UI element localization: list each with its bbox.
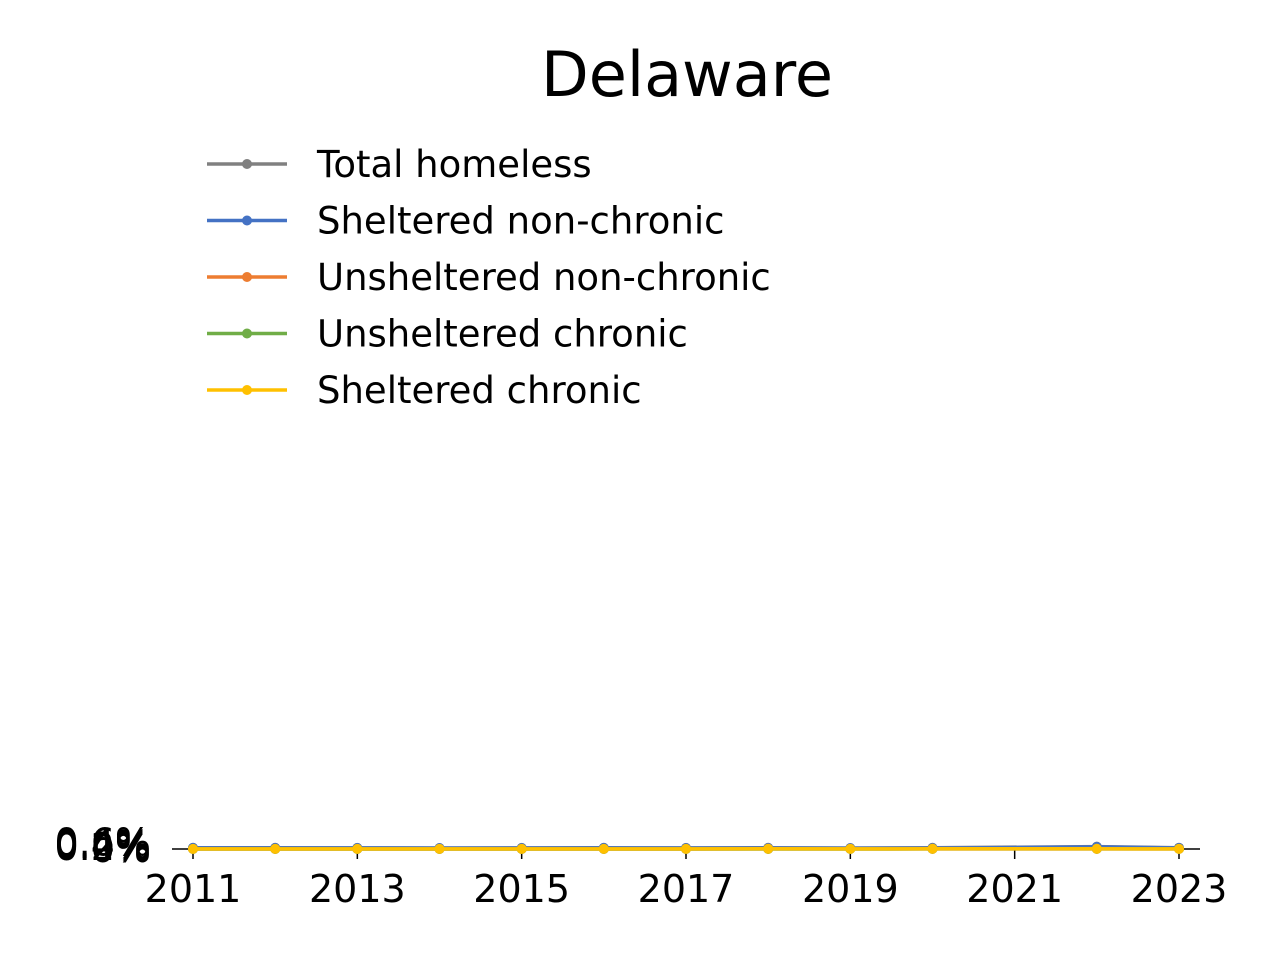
legend-item: Sheltered non-chronic — [207, 200, 724, 243]
chart-title: Delaware — [541, 38, 833, 111]
data-point — [270, 843, 281, 854]
plot-area — [188, 841, 1184, 854]
x-tick-label: 2017 — [638, 867, 735, 911]
data-point — [845, 843, 856, 854]
legend-label: Unsheltered chronic — [317, 313, 688, 356]
x-tick-label: 2015 — [473, 867, 570, 911]
data-point — [1174, 843, 1184, 854]
legend-item: Total homeless — [207, 143, 592, 186]
data-point — [763, 843, 774, 854]
legend-item: Sheltered chronic — [207, 369, 642, 412]
legend-swatch-marker — [242, 159, 252, 169]
x-tick-label: 2023 — [1131, 867, 1228, 911]
axes: 2011 2013 2015 2017 2019 2021 2023 0%0.2%0.4%0.… — [54, 821, 1227, 911]
legend-swatch-marker — [242, 385, 252, 395]
data-point — [188, 843, 198, 854]
data-point — [516, 843, 527, 854]
legend: Total homeless Sheltered non-chronic Unshe… — [207, 143, 771, 412]
legend-label: Sheltered chronic — [317, 369, 642, 412]
legend-label: Sheltered non-chronic — [317, 200, 724, 243]
x-tick-label: 2021 — [966, 867, 1063, 911]
data-point — [1091, 843, 1102, 854]
data-point — [927, 843, 938, 854]
legend-label: Unsheltered non-chronic — [317, 256, 771, 299]
legend-item: Unsheltered non-chronic — [207, 256, 771, 299]
data-point — [352, 843, 363, 854]
legend-swatch-marker — [242, 215, 252, 226]
legend-item: Unsheltered chronic — [207, 313, 688, 356]
x-tick-label: 2019 — [802, 867, 899, 911]
y-tick-label: 0% — [91, 827, 151, 871]
legend-swatch-marker — [242, 272, 252, 282]
data-point — [598, 843, 609, 854]
y-tick-label: 0.2% — [54, 825, 151, 869]
legend-label: Total homeless — [316, 143, 592, 186]
data-point — [681, 843, 691, 854]
series-4 — [188, 843, 1184, 854]
legend-swatch-marker — [242, 328, 252, 339]
x-tick-label: 2013 — [309, 867, 406, 911]
x-tick-label: 2011 — [145, 867, 242, 911]
data-point — [434, 843, 445, 854]
y-tick-label: 0.6% — [54, 821, 151, 865]
y-tick-label: 0.4% — [54, 823, 151, 867]
